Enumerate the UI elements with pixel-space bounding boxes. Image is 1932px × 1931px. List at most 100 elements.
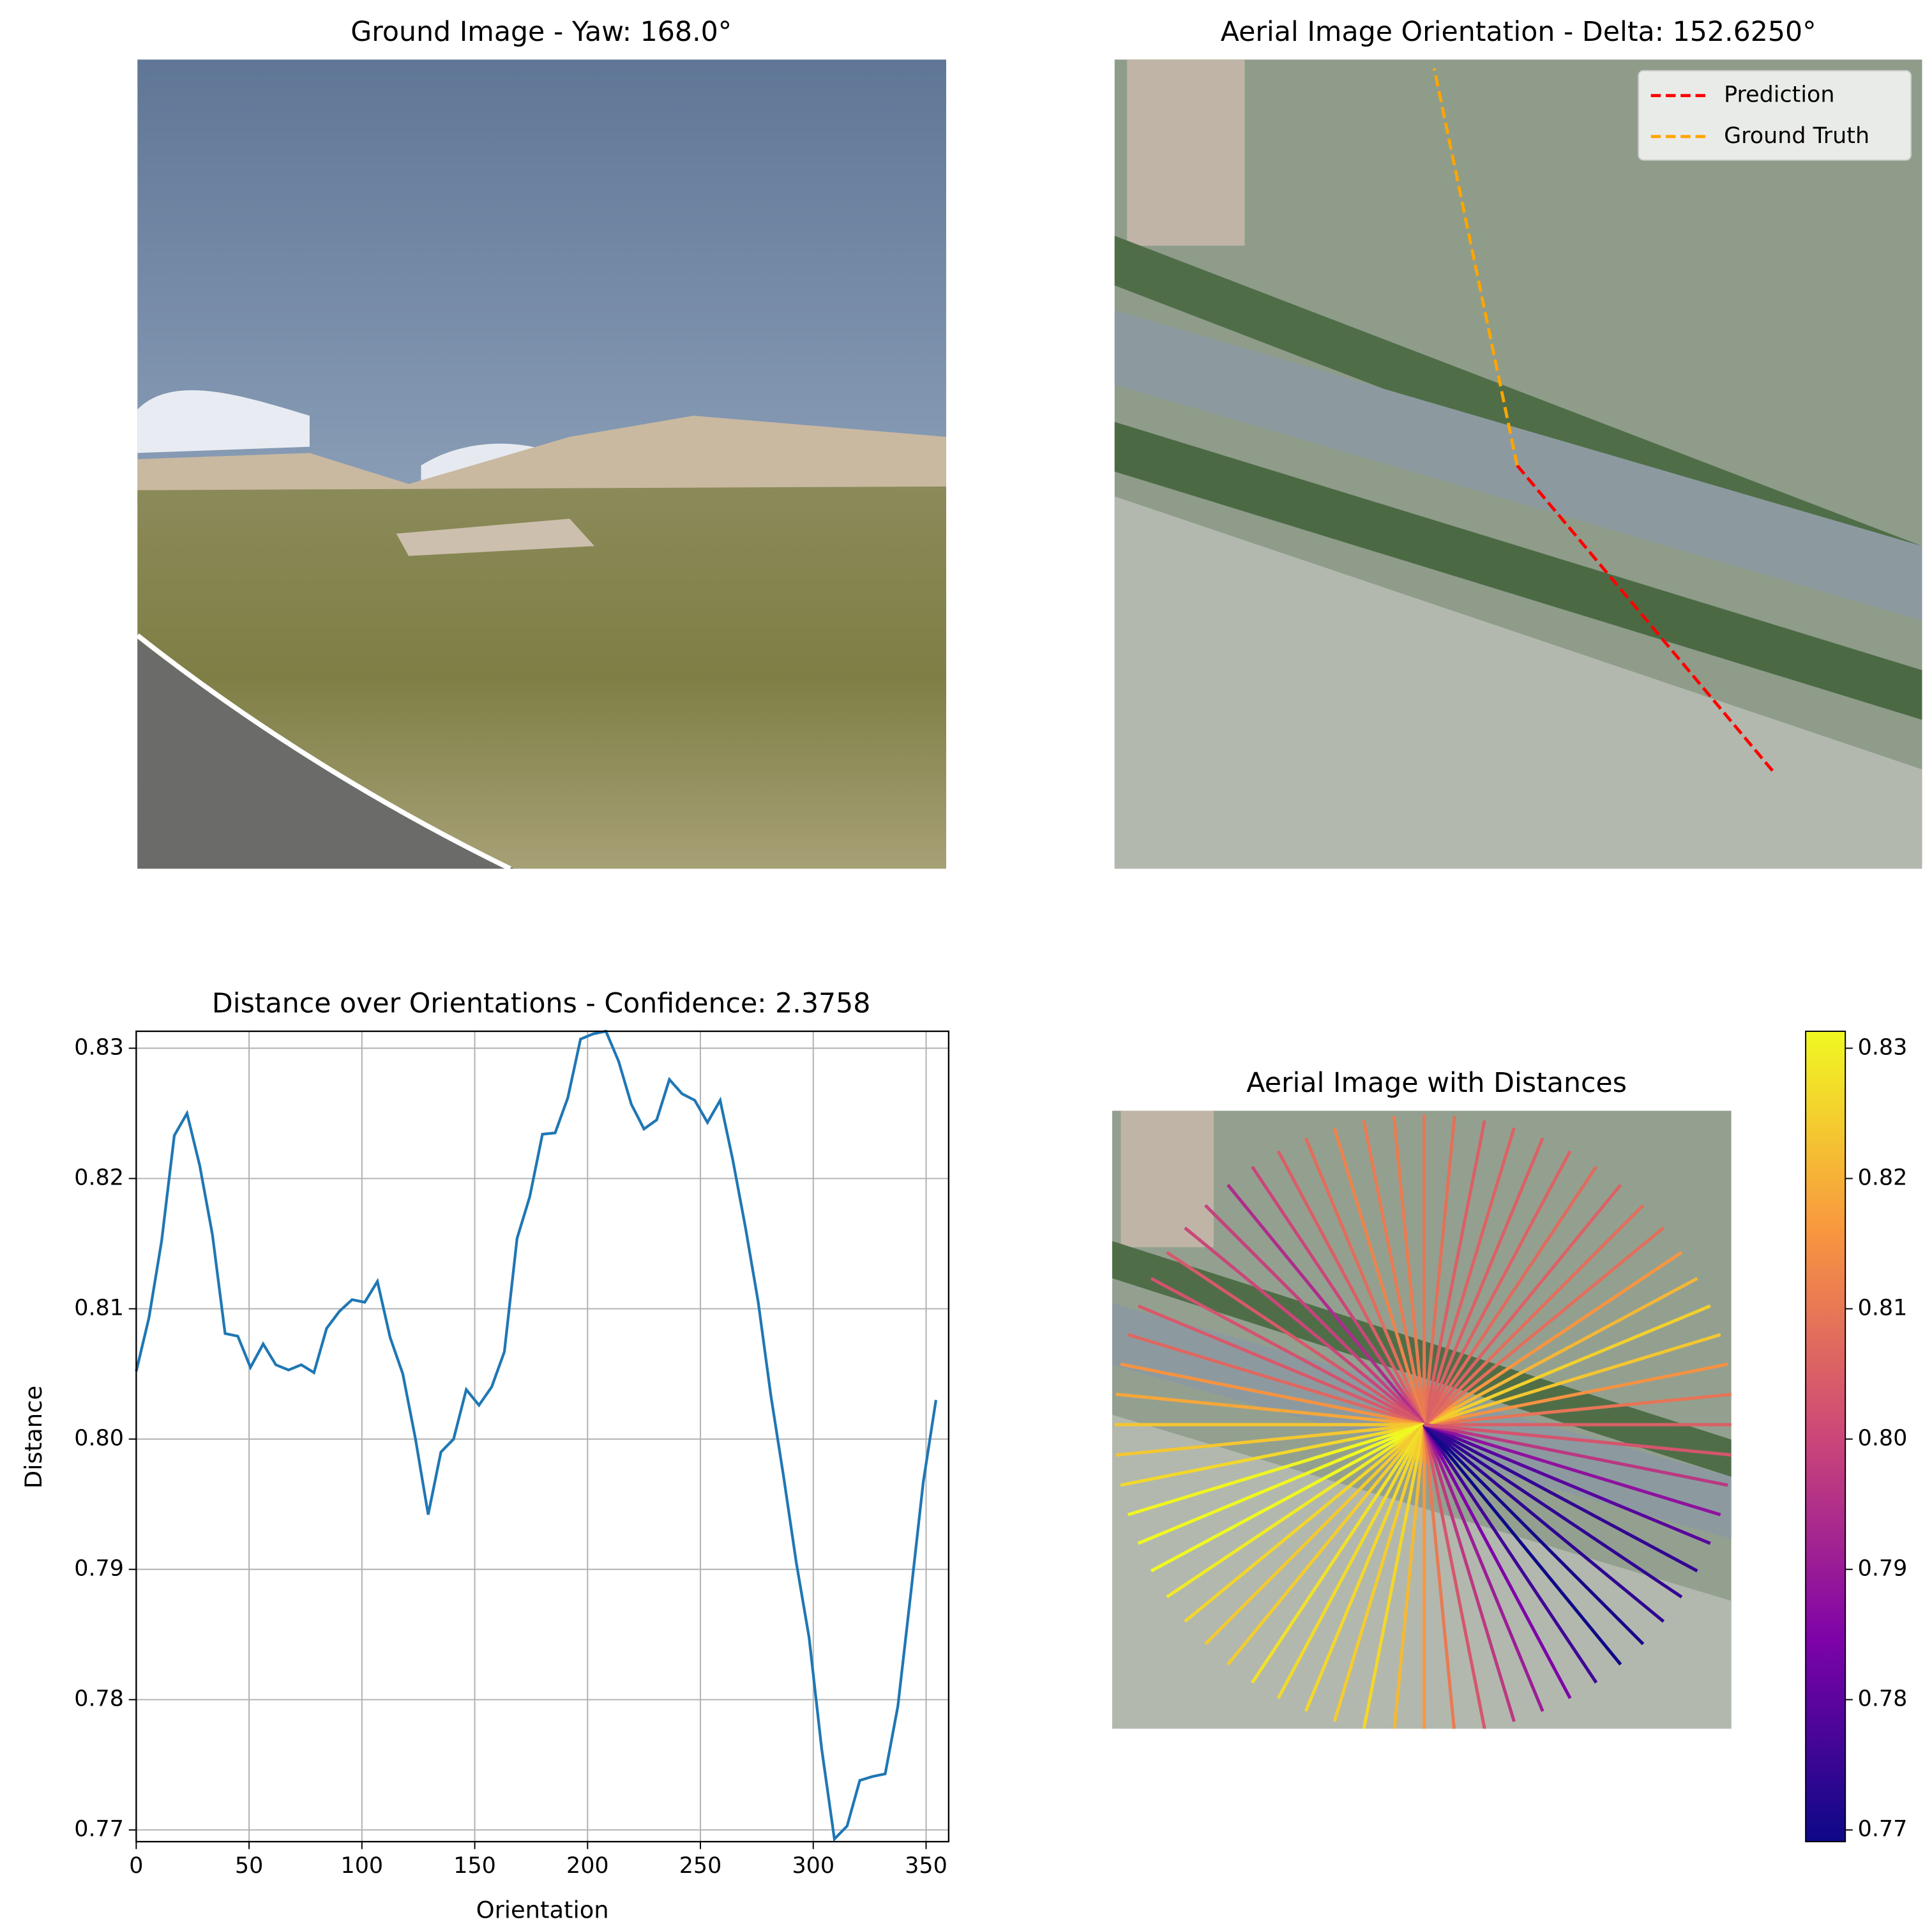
x-tick-label: 200 xyxy=(566,1853,609,1879)
distance-ray xyxy=(1204,1423,1426,1646)
distance-ray xyxy=(1423,1423,1683,1599)
distance-ray xyxy=(1423,1423,1721,1517)
colorbar-tick-label: 0.79 xyxy=(1858,1556,1908,1582)
legend-label: Ground Truth xyxy=(1724,123,1869,149)
x-tick-label: 50 xyxy=(235,1853,263,1879)
distance-ray xyxy=(1127,1423,1425,1517)
distance-ray xyxy=(1423,1424,1516,1722)
colorbar xyxy=(1805,1031,1846,1843)
distance-ray xyxy=(1251,1423,1426,1684)
legend-label: Prediction xyxy=(1724,82,1834,108)
panel-title: Aerial Image with Distances xyxy=(1246,1067,1627,1099)
distance-ray xyxy=(1423,1204,1645,1426)
distance-ray xyxy=(1423,1150,1572,1426)
colorbar-tick-label: 0.77 xyxy=(1858,1817,1908,1842)
colorbar-tick-label: 0.78 xyxy=(1858,1686,1908,1712)
distance-ray xyxy=(1423,1116,1456,1425)
distance-ray xyxy=(1362,1120,1426,1425)
distance-ray xyxy=(1166,1423,1426,1599)
y-tick-label: 0.79 xyxy=(74,1556,124,1582)
distance-ray xyxy=(1304,1137,1426,1426)
distance-ray xyxy=(1423,1423,1665,1623)
distance-ray xyxy=(1226,1423,1426,1666)
distance-ray xyxy=(1423,1251,1683,1427)
distance-ray xyxy=(1423,1424,1486,1729)
distance-ray xyxy=(1423,1304,1711,1427)
distance-ray xyxy=(1184,1423,1426,1623)
ray-group xyxy=(1114,1114,1732,1729)
distance-ray xyxy=(1332,1127,1426,1425)
distance-ray xyxy=(1424,1423,1728,1487)
y-tick-label: 0.80 xyxy=(74,1426,124,1451)
distance-ray xyxy=(1276,1423,1426,1699)
colorbar-tick-label: 0.80 xyxy=(1858,1426,1908,1451)
distance-ray xyxy=(1392,1424,1426,1729)
panel-title: Ground Image - Yaw: 168.0° xyxy=(351,16,732,48)
distance-ray xyxy=(1304,1424,1426,1712)
distance-ray xyxy=(1251,1165,1426,1426)
distance-ray xyxy=(1276,1150,1426,1426)
distance-ray xyxy=(1392,1116,1426,1425)
distance-ray xyxy=(1120,1423,1425,1487)
y-tick-label: 0.78 xyxy=(74,1686,124,1712)
distance-ray xyxy=(1226,1183,1426,1426)
distance-ray xyxy=(1423,1183,1622,1426)
distance-ray xyxy=(1424,1362,1728,1427)
distance-ray xyxy=(1423,1127,1516,1425)
x-axis-label: Orientation xyxy=(476,1896,609,1923)
prediction-line xyxy=(1516,464,1775,773)
colorbar-tick-label: 0.82 xyxy=(1858,1165,1908,1191)
x-tick-label: 350 xyxy=(905,1853,947,1879)
ground-truth-line xyxy=(1432,68,1519,466)
distance-ray xyxy=(1204,1204,1426,1426)
distance-ray xyxy=(1423,1423,1572,1699)
data-line xyxy=(135,1029,938,1842)
ground-image xyxy=(135,59,946,871)
distance-ray xyxy=(1423,1423,1645,1646)
x-tick-label: 0 xyxy=(129,1853,143,1879)
y-tick-label: 0.81 xyxy=(74,1296,124,1321)
distance-ray xyxy=(1423,1423,1698,1573)
x-tick-label: 300 xyxy=(792,1853,834,1879)
distance-ray xyxy=(1423,1276,1698,1427)
distance-ray xyxy=(1137,1304,1425,1427)
aerial-distance-image xyxy=(1112,1110,1732,1729)
distance-ray xyxy=(1423,1333,1721,1427)
distance-ray xyxy=(1423,1120,1486,1425)
distance-ray xyxy=(1423,1423,1598,1684)
legend xyxy=(1638,70,1912,161)
distance-ray xyxy=(1424,1393,1732,1427)
distance-ray xyxy=(1150,1276,1425,1427)
distance-ray xyxy=(1423,1137,1544,1426)
distance-ray xyxy=(1166,1251,1426,1427)
y-axis-label: Distance xyxy=(20,1386,47,1488)
distance-ray xyxy=(1137,1423,1425,1545)
distance-ray xyxy=(1150,1423,1425,1573)
distance-ray xyxy=(1423,1226,1665,1427)
distance-ray xyxy=(1423,1165,1598,1426)
distance-ray xyxy=(1423,1424,1544,1712)
distance-ray xyxy=(1127,1333,1425,1427)
distance-ray xyxy=(1120,1362,1425,1427)
x-tick-label: 100 xyxy=(341,1853,384,1879)
plot-frame xyxy=(135,1030,950,1843)
distance-ray xyxy=(1115,1392,1424,1427)
y-tick-label: 0.83 xyxy=(74,1035,124,1061)
distance-ray xyxy=(1423,1423,1711,1545)
distance-ray xyxy=(1332,1424,1426,1722)
distance-ray xyxy=(1362,1424,1426,1729)
distance-ray xyxy=(1115,1423,1424,1457)
panel-title: Aerial Image Orientation - Delta: 152.62… xyxy=(1221,16,1816,48)
colorbar-tick-label: 0.83 xyxy=(1858,1035,1908,1061)
colorbar-tick-label: 0.81 xyxy=(1858,1296,1908,1321)
distance-ray xyxy=(1184,1226,1426,1427)
distance-ray xyxy=(1423,1424,1456,1729)
distance-ray xyxy=(1423,1423,1622,1666)
distance-ray xyxy=(1424,1423,1732,1457)
panel-title: Distance over Orientations - Confidence:… xyxy=(212,988,870,1020)
x-tick-label: 250 xyxy=(679,1853,722,1879)
x-tick-label: 150 xyxy=(453,1853,496,1879)
y-tick-label: 0.77 xyxy=(74,1817,124,1842)
